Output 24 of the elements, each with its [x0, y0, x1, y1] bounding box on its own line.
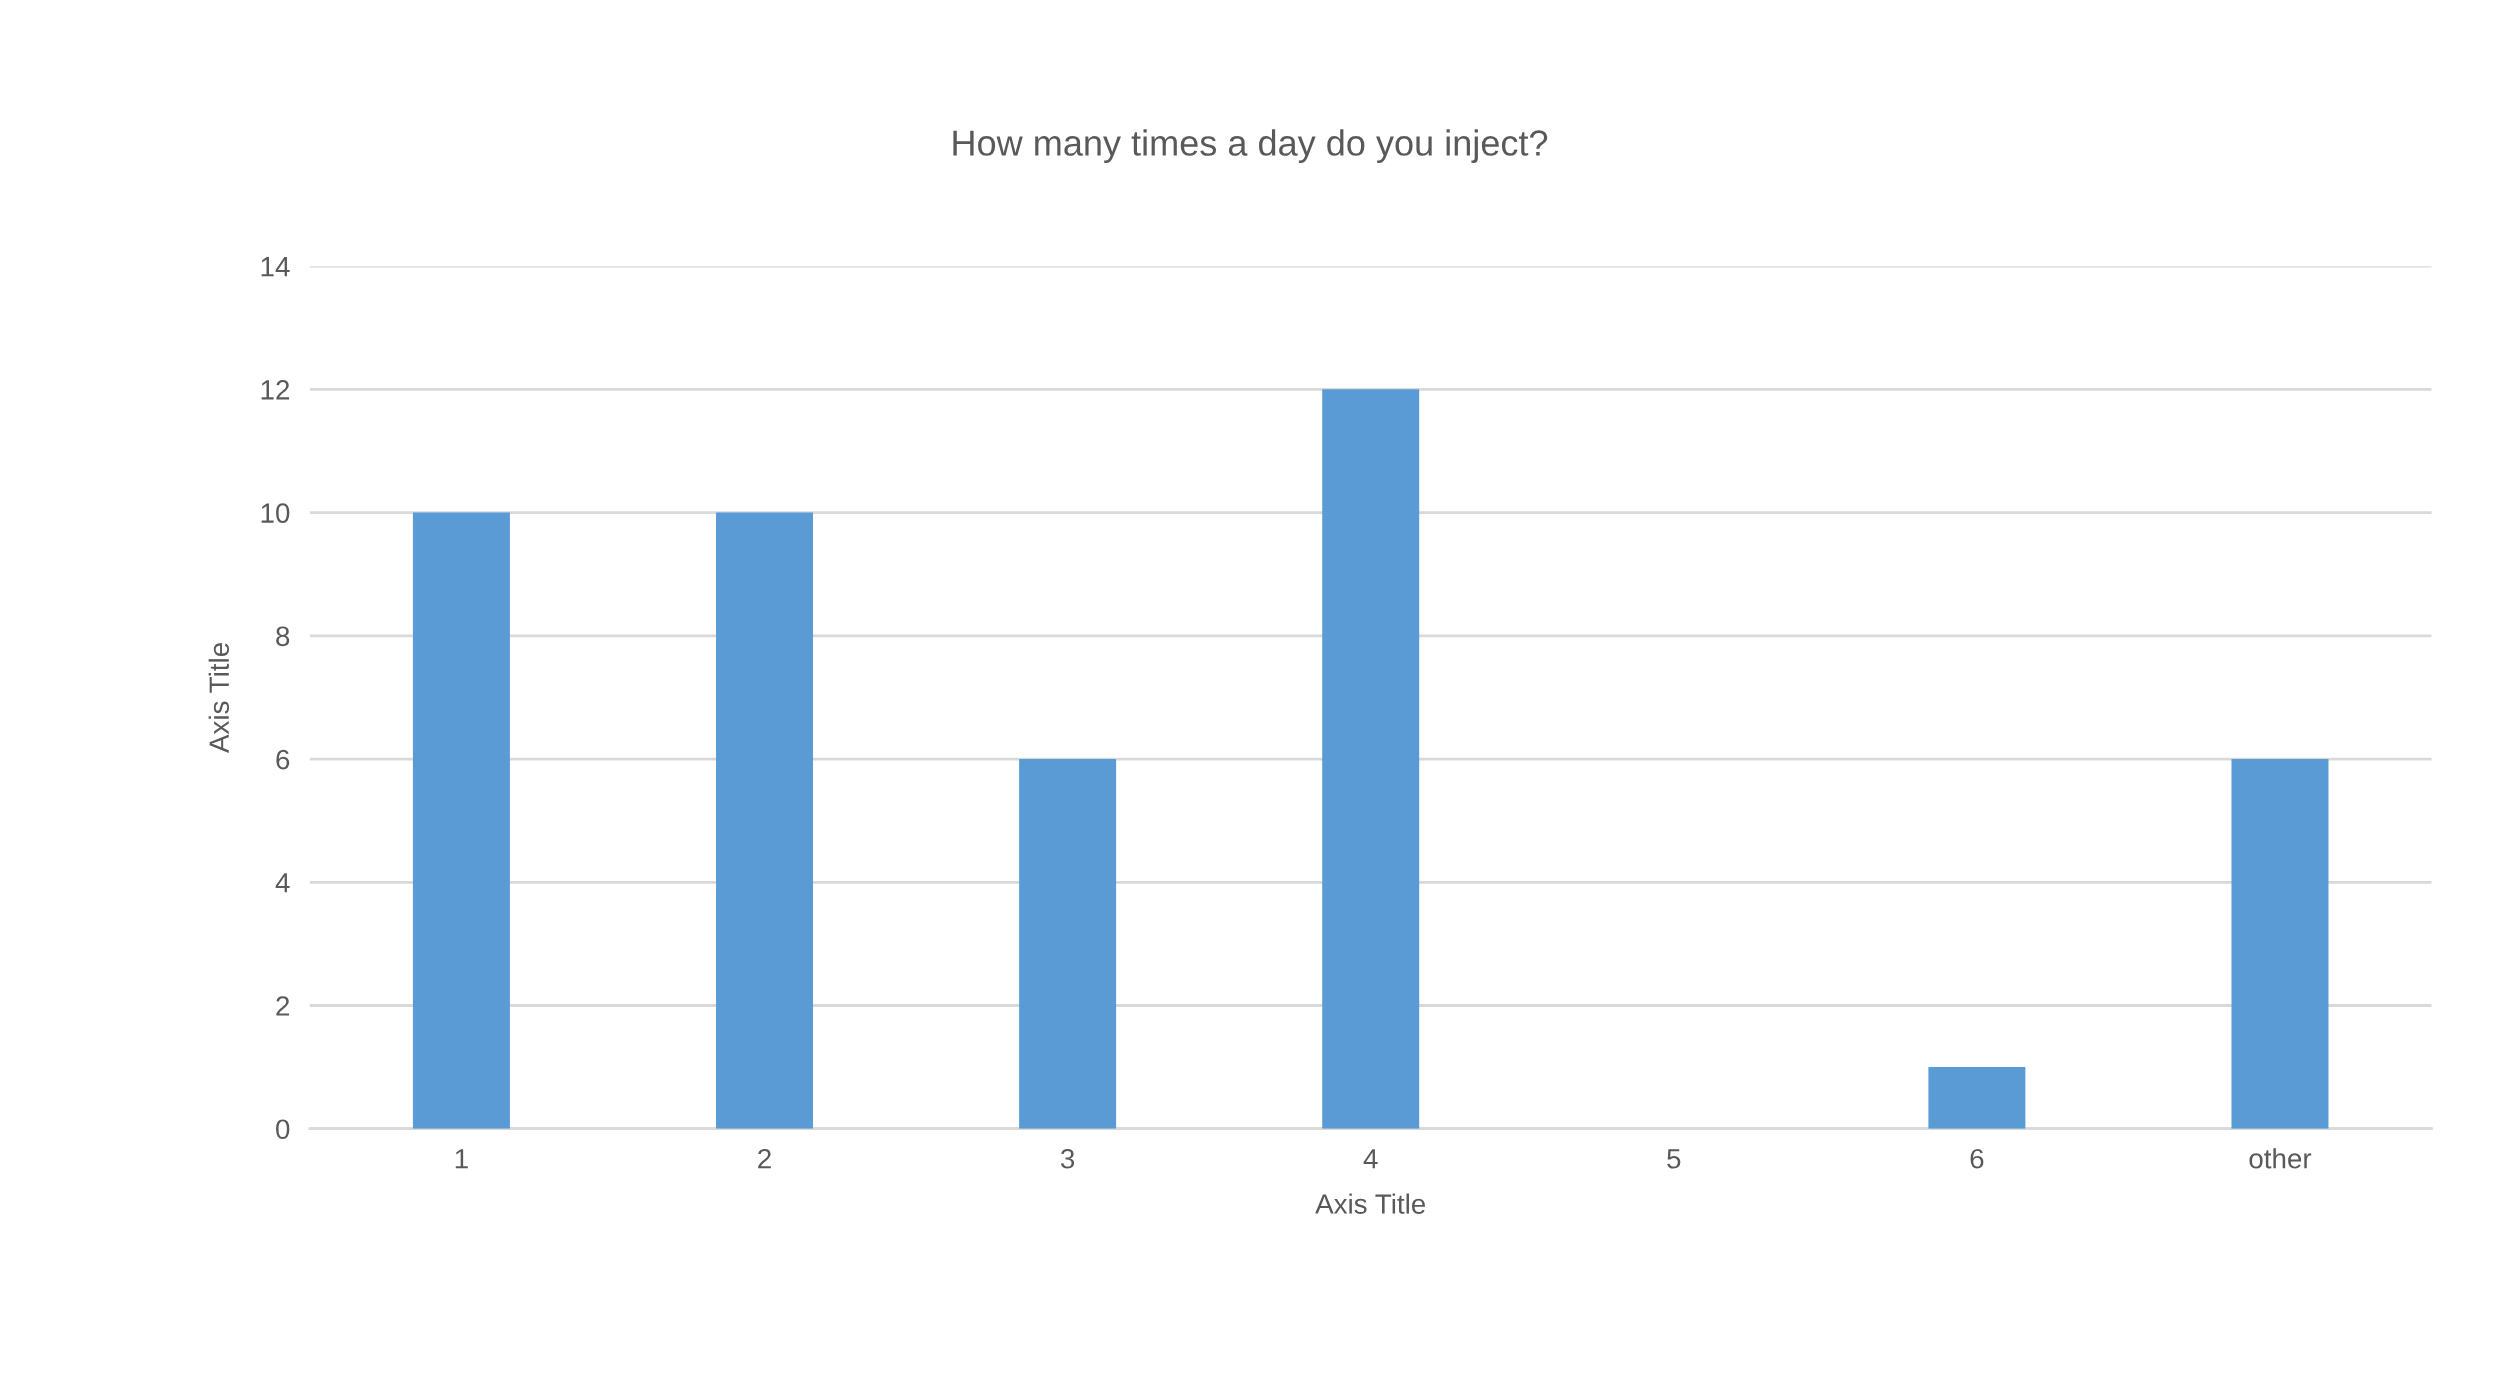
y-tick-label: 6 [276, 749, 290, 770]
x-tick-label: 5 [1667, 1149, 1681, 1169]
y-tick-label: 2 [276, 996, 290, 1016]
y-tick-label: 0 [276, 1119, 290, 1140]
x-tick-label: other [2249, 1148, 2312, 1169]
chart-title: How many times a day do you inject? [953, 129, 1548, 164]
x-tick-label: 1 [455, 1149, 468, 1169]
x-tick-label: 2 [758, 1148, 771, 1169]
x-tick-label: 4 [1363, 1149, 1378, 1169]
y-axis-title: Axis Title [208, 643, 230, 753]
bar [1928, 1067, 2026, 1129]
x-axis-title: Axis Title [1315, 1193, 1426, 1214]
x-tick-label: 3 [1060, 1148, 1075, 1169]
bar [1322, 389, 1420, 1129]
bar [1019, 759, 1117, 1129]
y-tick-label: 10 [261, 503, 290, 523]
y-tick-label: 14 [261, 257, 290, 277]
bar [716, 512, 814, 1129]
bar [412, 512, 510, 1129]
y-tick-label: 12 [261, 380, 290, 400]
y-tick-label: 8 [276, 626, 290, 647]
bar [2231, 759, 2329, 1129]
x-tick-label: 6 [1970, 1148, 1984, 1169]
y-tick-label: 4 [275, 873, 290, 893]
